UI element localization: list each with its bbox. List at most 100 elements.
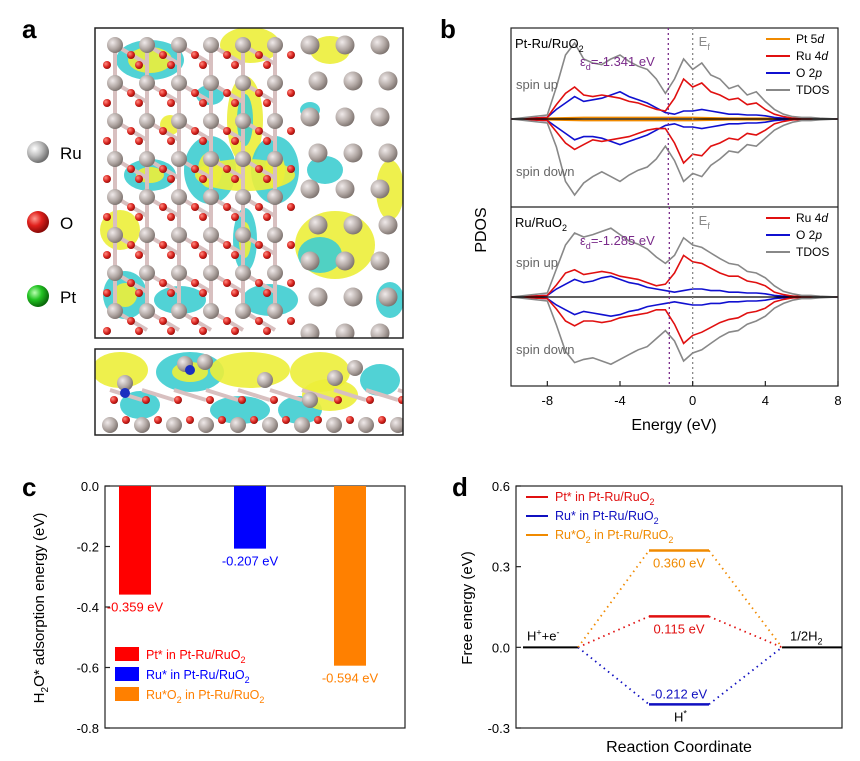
x-tick-label: 4 [762, 393, 769, 408]
ru-atom [335, 107, 355, 127]
o-atom [167, 251, 175, 259]
ru-atom [326, 417, 342, 433]
ru-atom [343, 71, 363, 91]
o-atom [159, 51, 167, 59]
ru-atom [235, 113, 251, 129]
legend-label: Pt* in Pt-Ru/RuO2 [146, 648, 246, 665]
o-atom [167, 137, 175, 145]
o-atom [110, 396, 118, 404]
ru-atom [308, 287, 328, 307]
isosurface-blob [242, 284, 298, 316]
o-atom [287, 51, 295, 59]
ru-atom [107, 265, 123, 281]
o-atom [263, 213, 271, 221]
legend-label: Ru*O2 in Pt-Ru/RuO2 [146, 688, 264, 705]
bar-value-label: -0.207 eV [222, 554, 279, 569]
isosurface-blob [376, 160, 403, 220]
structure-side-view [94, 348, 404, 436]
o-atom [255, 89, 263, 97]
o-atom [159, 165, 167, 173]
subplot-name: Ru/RuO2 [515, 215, 567, 233]
fe-legend: Pt* in Pt-Ru/RuO2 Ru* in Pt-Ru/RuO2 Ru*O2 … [526, 490, 673, 545]
ru-atom [370, 323, 390, 338]
o-atom [191, 317, 199, 325]
ru-atom [197, 354, 213, 370]
o-atom [167, 327, 175, 335]
ru-atom [370, 251, 390, 271]
ru-atom [171, 189, 187, 205]
o-atom [159, 317, 167, 325]
o-atom [135, 327, 143, 335]
fermi-label: Ef [699, 213, 711, 231]
o-atom [287, 317, 295, 325]
o-atom [159, 127, 167, 135]
o-atom [263, 61, 271, 69]
legend-label: TDOS [796, 245, 829, 259]
o-atom [287, 203, 295, 211]
ru-atom [300, 323, 320, 338]
o-atom [255, 127, 263, 135]
pdos-xlabel: Energy (eV) [631, 417, 716, 434]
o-atom [223, 317, 231, 325]
ru-atom [107, 113, 123, 129]
series-o-2p-up [510, 275, 838, 298]
o-atom [167, 289, 175, 297]
y-tick-label: -0.2 [77, 540, 99, 555]
o-atom [250, 416, 258, 424]
spin-up-label: spin up [516, 77, 558, 92]
ru-atom [171, 151, 187, 167]
o-atom [287, 165, 295, 173]
o-atom [255, 241, 263, 249]
o-atom [103, 251, 111, 259]
ru-atom [300, 107, 320, 127]
o-atom [263, 99, 271, 107]
ru-atom [335, 35, 355, 55]
o-atom [238, 396, 246, 404]
series-o-2p-up [510, 90, 838, 120]
ru-atom [139, 227, 155, 243]
ru-atom [267, 75, 283, 91]
ru-atom [308, 71, 328, 91]
x-tick-label: 0 [689, 393, 696, 408]
series-tdos-up [510, 227, 839, 298]
ru-atom [171, 113, 187, 129]
bar-3 [334, 486, 366, 666]
ru-atom [171, 37, 187, 53]
o-atom [255, 165, 263, 173]
legend-swatch [115, 687, 139, 701]
o-atom [167, 175, 175, 183]
atom-legend: Ru O Pt [27, 141, 82, 307]
ru-atom [166, 417, 182, 433]
final-state-label: 1/2H2 [790, 628, 822, 646]
y-tick-label: -0.6 [77, 661, 99, 676]
ru-atom [107, 151, 123, 167]
o-atom [199, 61, 207, 69]
o-atom [127, 279, 135, 287]
ru-atom [335, 179, 355, 199]
isosurface-blob [210, 352, 290, 388]
panel-letter-a: a [22, 14, 37, 44]
ru-atom [300, 251, 320, 271]
o-atom [255, 279, 263, 287]
fermi-label: Ef [699, 34, 711, 52]
o-atom [127, 317, 135, 325]
ru-atom [102, 417, 118, 433]
o-atom [199, 213, 207, 221]
ru-atom [267, 265, 283, 281]
bar-1 [119, 486, 151, 595]
ru-atom [294, 417, 310, 433]
o-atom [206, 396, 214, 404]
bar-2 [234, 486, 266, 549]
o-atom [223, 165, 231, 173]
o-atom [191, 279, 199, 287]
legend-label: O 2p [796, 66, 822, 80]
o-atom [135, 175, 143, 183]
ed-label: εd=-1.341 eV [580, 54, 655, 72]
ru-atom [302, 392, 318, 408]
legend-pt-label: Pt [60, 288, 76, 307]
o-atom [287, 241, 295, 249]
isosurface-blob [360, 364, 400, 396]
o-atom [223, 241, 231, 249]
isosurface-blob [95, 352, 148, 388]
